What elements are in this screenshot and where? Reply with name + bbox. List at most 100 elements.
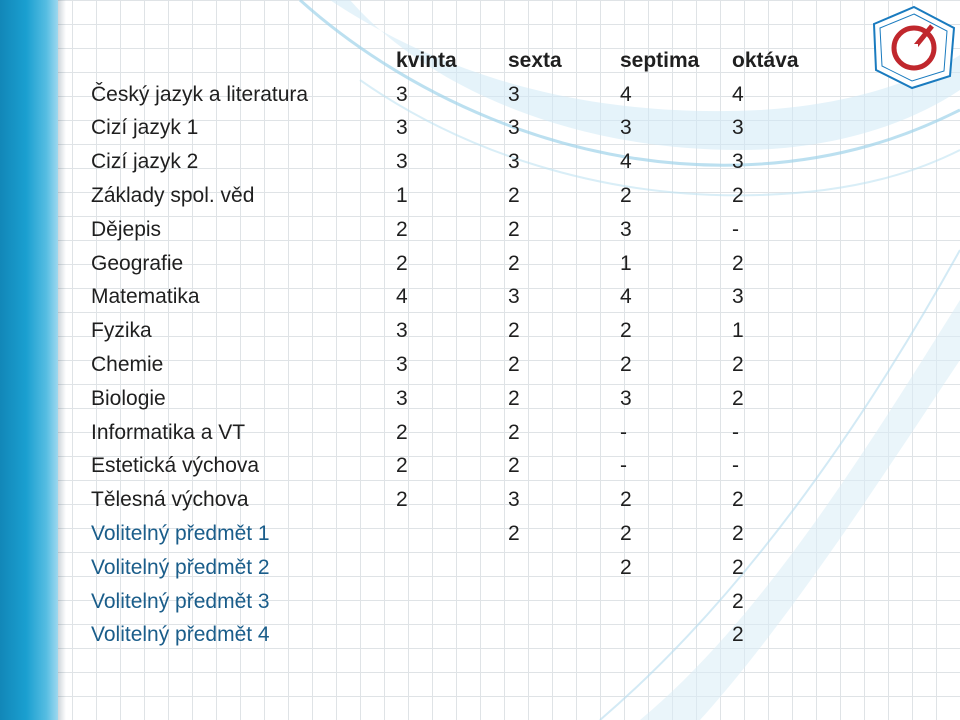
table-row: Základy spol. věd 1 2 2 2	[86, 179, 844, 213]
table-row: Volitelný předmět 3 2	[86, 585, 844, 619]
table-row: Český jazyk a literatura 3 3 4 4	[86, 78, 844, 112]
hours-cell-sexta: 2	[508, 420, 520, 444]
hours-cell-septima: 4	[620, 150, 632, 174]
hours-cell-kvinta: 3	[396, 150, 408, 174]
hours-cell-kvinta: 3	[396, 386, 408, 410]
column-header-septima: septima	[620, 48, 700, 72]
subject-name: Tělesná výchova	[91, 488, 249, 512]
hours-cell-sexta: 2	[508, 319, 520, 343]
hours-cell-septima: 4	[620, 285, 632, 309]
hours-cell-kvinta: 2	[396, 454, 408, 478]
hours-cell-septima: -	[620, 420, 627, 444]
subject-name: Dějepis	[91, 217, 162, 241]
column-header-kvinta: kvinta	[396, 48, 457, 72]
hours-cell-sexta: 3	[508, 116, 520, 140]
table-row: Volitelný předmět 1 2 2 2	[86, 517, 844, 551]
hours-cell-septima: 1	[620, 251, 632, 275]
hours-cell-oktava: 1	[732, 319, 744, 343]
hours-cell-septima: 3	[620, 116, 632, 140]
hours-cell-sexta: 2	[508, 217, 520, 241]
hours-cell-sexta	[508, 551, 620, 585]
table-row: Dějepis 2 2 3 -	[86, 213, 844, 247]
hours-cell-sexta: 2	[508, 454, 520, 478]
hours-cell-kvinta: 1	[396, 184, 408, 208]
table-header-row: kvinta sexta septima oktáva	[86, 44, 844, 78]
hours-cell-sexta: 3	[508, 285, 520, 309]
hours-cell-kvinta	[396, 585, 508, 619]
hours-cell-kvinta: 2	[396, 420, 408, 444]
hours-cell-oktava: 2	[732, 488, 744, 512]
hours-cell-oktava: 2	[732, 522, 744, 546]
hours-cell-oktava: 2	[732, 623, 744, 647]
hours-cell-sexta	[508, 619, 620, 653]
column-header-sexta: sexta	[508, 48, 562, 72]
subject-name: Fyzika	[91, 319, 152, 343]
subject-column-header	[86, 44, 396, 78]
table-body: Český jazyk a literatura 3 3 4 4 Cizí jazyk 1…	[86, 78, 844, 653]
table-row: Volitelný předmět 2 2 2	[86, 551, 844, 585]
table-row: Geografie 2 2 1 2	[86, 247, 844, 281]
hours-cell-oktava: 3	[732, 116, 744, 140]
hours-cell-kvinta: 2	[396, 251, 408, 275]
table-row: Matematika 4 3 4 3	[86, 281, 844, 315]
table-row: Tělesná výchova 2 3 2 2	[86, 483, 844, 517]
hours-cell-septima	[620, 585, 732, 619]
hours-cell-kvinta	[396, 551, 508, 585]
hours-cell-oktava: -	[732, 217, 739, 241]
hours-cell-kvinta	[396, 619, 508, 653]
hours-cell-septima: -	[620, 454, 627, 478]
subject-name: Matematika	[91, 285, 200, 309]
hours-cell-sexta: 2	[508, 386, 520, 410]
hours-cell-oktava: 2	[732, 589, 744, 613]
hours-cell-oktava: 2	[732, 555, 744, 579]
subject-name: Chemie	[91, 353, 164, 377]
hours-cell-septima: 2	[620, 353, 632, 377]
hours-cell-oktava: 3	[732, 285, 744, 309]
subject-name: Geografie	[91, 251, 184, 275]
hours-cell-oktava: 2	[732, 386, 744, 410]
hours-cell-sexta: 2	[508, 522, 520, 546]
table-row: Informatika a VT 2 2 - -	[86, 416, 844, 450]
hours-cell-sexta: 3	[508, 82, 520, 106]
subject-name: Základy spol. věd	[91, 184, 255, 208]
hours-cell-oktava: 4	[732, 82, 744, 106]
hours-cell-kvinta: 4	[396, 285, 408, 309]
hours-cell-septima: 3	[620, 386, 632, 410]
hours-cell-kvinta: 2	[396, 488, 408, 512]
table-row: Cizí jazyk 1 3 3 3 3	[86, 112, 844, 146]
left-band-shadow	[58, 0, 66, 720]
hours-cell-oktava: 2	[732, 251, 744, 275]
hours-cell-kvinta: 3	[396, 82, 408, 106]
hours-cell-septima: 4	[620, 82, 632, 106]
subject-name: Volitelný předmět 1	[91, 522, 270, 546]
hours-cell-kvinta: 3	[396, 319, 408, 343]
hours-cell-septima: 2	[620, 184, 632, 208]
subject-name: Biologie	[91, 386, 166, 410]
subject-name: Volitelný předmět 2	[91, 555, 270, 579]
subject-name: Informatika a VT	[91, 420, 246, 444]
hours-cell-kvinta: 3	[396, 116, 408, 140]
hours-cell-septima: 2	[620, 555, 632, 579]
hours-cell-oktava: 3	[732, 150, 744, 174]
hours-cell-septima: 2	[620, 488, 632, 512]
hours-cell-sexta: 3	[508, 488, 520, 512]
hours-cell-sexta	[508, 585, 620, 619]
subject-name: Cizí jazyk 2	[91, 150, 199, 174]
subject-name: Český jazyk a literatura	[91, 82, 309, 106]
hours-cell-oktava: -	[732, 454, 739, 478]
table-row: Fyzika 3 2 2 1	[86, 314, 844, 348]
table-row: Volitelný předmět 4 2	[86, 619, 844, 653]
hours-cell-kvinta: 2	[396, 217, 408, 241]
hours-cell-sexta: 3	[508, 150, 520, 174]
hours-cell-sexta: 2	[508, 251, 520, 275]
hours-cell-septima: 3	[620, 217, 632, 241]
table-row: Biologie 3 2 3 2	[86, 382, 844, 416]
hours-cell-oktava: -	[732, 420, 739, 444]
hours-cell-septima	[620, 619, 732, 653]
hours-cell-septima: 2	[620, 522, 632, 546]
hours-cell-kvinta: 3	[396, 353, 408, 377]
subject-name: Cizí jazyk 1	[91, 116, 199, 140]
hours-cell-septima: 2	[620, 319, 632, 343]
table-row: Estetická výchova 2 2 - -	[86, 450, 844, 484]
table-row: Cizí jazyk 2 3 3 4 3	[86, 145, 844, 179]
